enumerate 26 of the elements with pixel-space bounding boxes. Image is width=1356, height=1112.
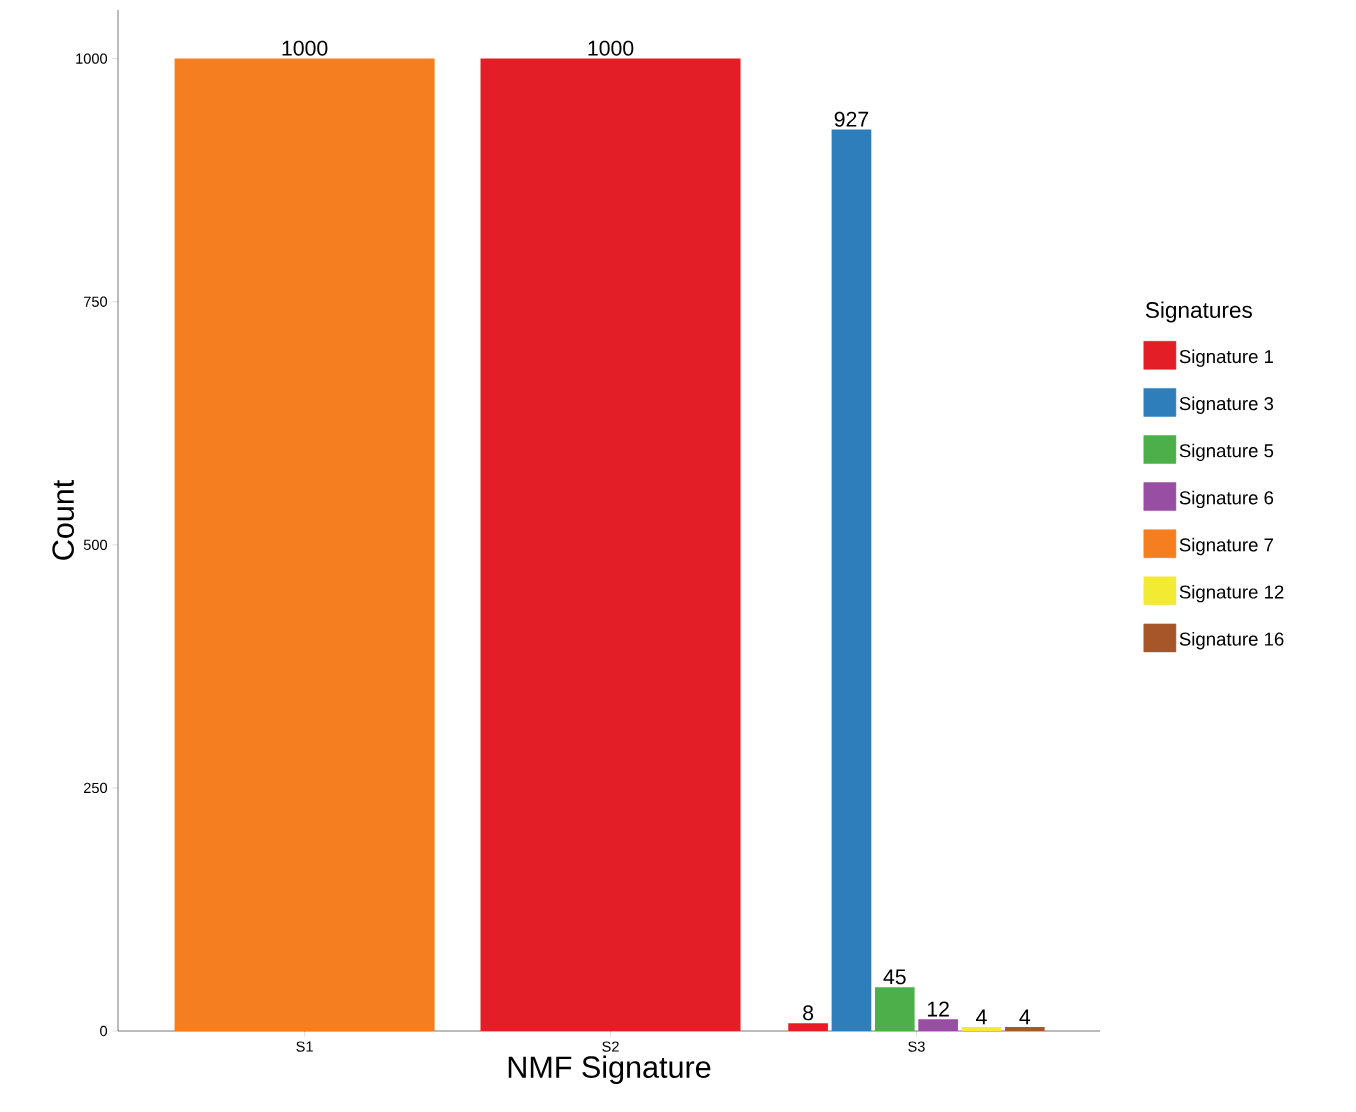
data-label: 1000 [588, 40, 634, 56]
y-tick-label: 250 [83, 782, 108, 794]
legend-label: Signature 16 [1179, 632, 1284, 650]
legend-label: Signature 6 [1179, 490, 1274, 509]
legend-label: Signature 1 [1179, 349, 1274, 367]
y-tick-label: 500 [83, 539, 108, 550]
data-label: 12 [927, 1001, 949, 1017]
data-label: 4 [1019, 1009, 1031, 1025]
x-tick-label: S2 [602, 1041, 619, 1052]
legend-label: Signature 5 [1179, 443, 1274, 461]
y-tick-label: 1000 [76, 53, 108, 64]
x-tick-label: S3 [908, 1041, 925, 1052]
data-label: 4 [976, 1009, 987, 1025]
data-label: 927 [834, 111, 869, 127]
legend-title: Signatures [1145, 301, 1252, 323]
legend-label: Signature 7 [1179, 537, 1274, 556]
legend-label: Signature 3 [1179, 396, 1274, 414]
y-axis-title: Count [52, 479, 74, 560]
y-tick-label: 750 [84, 296, 108, 307]
x-axis-title: NMF Signature [508, 1055, 711, 1084]
legend-label: Signature 12 [1179, 584, 1284, 603]
data-label: 1000 [282, 40, 328, 56]
y-tick-label: 0 [100, 1025, 108, 1037]
data-label: 45 [883, 969, 906, 985]
x-tick-label: S1 [296, 1041, 313, 1052]
data-label: 8 [803, 1005, 814, 1021]
